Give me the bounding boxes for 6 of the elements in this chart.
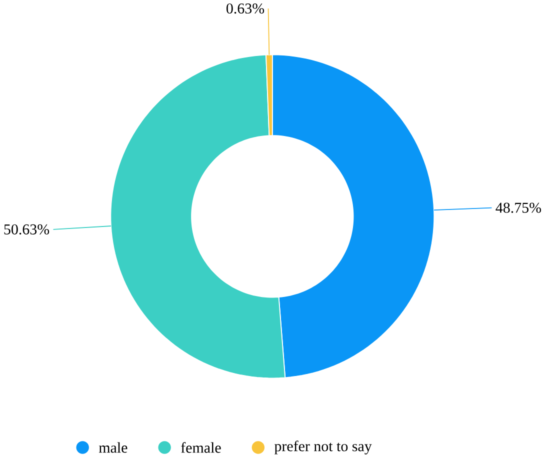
data-label: 50.63%: [4, 224, 50, 235]
legend-label: male: [98, 442, 128, 453]
legend-label: female: [181, 442, 221, 453]
legend-label: prefer not to say: [274, 440, 372, 455]
data-label: 48.75%: [496, 202, 542, 214]
data-label: 0.63%: [226, 4, 264, 14]
